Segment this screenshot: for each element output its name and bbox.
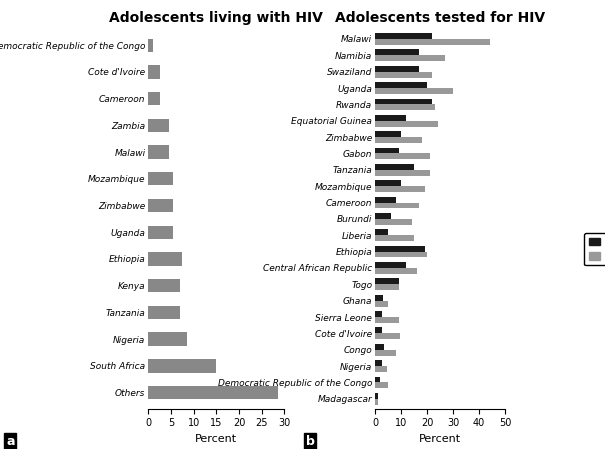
Bar xyxy=(375,154,430,159)
Bar xyxy=(375,301,388,307)
Bar xyxy=(375,49,419,55)
Bar xyxy=(375,202,419,208)
Bar xyxy=(375,197,396,202)
X-axis label: Percent: Percent xyxy=(419,434,461,444)
Bar xyxy=(375,213,391,219)
Bar xyxy=(148,119,169,132)
Bar xyxy=(375,393,378,399)
Bar xyxy=(375,72,433,78)
Bar xyxy=(375,311,382,317)
Bar xyxy=(375,121,437,127)
Text: a: a xyxy=(6,435,15,448)
Bar xyxy=(375,115,407,121)
Bar xyxy=(375,219,411,225)
Bar xyxy=(148,199,173,212)
Bar xyxy=(375,262,407,268)
Bar xyxy=(375,66,419,72)
Title: Adolescents living with HIV: Adolescents living with HIV xyxy=(110,11,323,25)
Bar xyxy=(375,350,396,356)
Bar xyxy=(375,131,401,137)
Bar xyxy=(375,82,427,88)
Text: b: b xyxy=(306,435,315,448)
Bar xyxy=(375,295,383,301)
Bar xyxy=(375,278,399,284)
Bar xyxy=(375,268,417,274)
Bar xyxy=(375,105,435,110)
Bar xyxy=(375,98,433,105)
Bar xyxy=(375,327,382,333)
Bar xyxy=(375,180,401,186)
Bar xyxy=(375,33,433,39)
Legend: Boys aged 15-19 years, Girls aged 15-19 years: Boys aged 15-19 years, Girls aged 15-19 … xyxy=(584,233,605,265)
X-axis label: Percent: Percent xyxy=(195,434,237,444)
Bar xyxy=(375,164,414,170)
Bar xyxy=(375,170,430,176)
Bar xyxy=(375,333,400,339)
Bar xyxy=(375,88,453,94)
Bar xyxy=(375,383,388,388)
Bar xyxy=(375,366,387,372)
Bar xyxy=(148,172,173,185)
Bar xyxy=(375,246,425,251)
Bar xyxy=(375,186,425,192)
Bar xyxy=(375,235,414,241)
Bar xyxy=(375,55,445,61)
Bar xyxy=(375,251,427,257)
Bar xyxy=(148,332,187,346)
Bar xyxy=(148,39,152,52)
Bar xyxy=(375,284,399,290)
Bar xyxy=(375,360,382,366)
Bar xyxy=(148,359,216,373)
Bar xyxy=(375,39,489,45)
Bar xyxy=(375,344,384,350)
Bar xyxy=(148,92,160,106)
Bar xyxy=(148,225,173,239)
Bar xyxy=(375,148,399,154)
Bar xyxy=(375,137,422,143)
Bar xyxy=(148,279,180,292)
Bar xyxy=(148,65,160,79)
Bar xyxy=(148,386,278,399)
Title: Adolescents tested for HIV: Adolescents tested for HIV xyxy=(335,11,545,25)
Bar xyxy=(375,317,399,323)
Bar xyxy=(375,377,381,383)
Bar xyxy=(375,399,378,405)
Bar xyxy=(148,145,169,159)
Bar xyxy=(148,252,182,266)
Bar xyxy=(375,229,388,235)
Bar xyxy=(148,306,180,319)
